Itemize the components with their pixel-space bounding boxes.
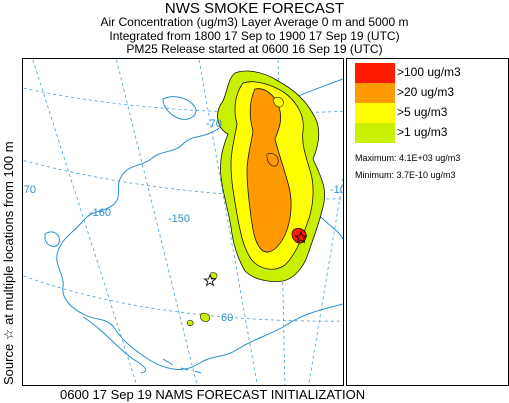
- plume-fragment: [266, 153, 279, 167]
- legend-panel: >100 ug/m3 >20 ug/m3 >5 ug/m3 >1 ug/m3 M…: [346, 58, 509, 386]
- forecast-title: NWS SMOKE FORECAST: [164, 0, 345, 17]
- legend-item: >100 ug/m3: [355, 63, 505, 83]
- maximum-value: Maximum: 4.1E+03 ug/m3: [355, 153, 461, 163]
- integration-period: Integrated from 1800 17 Sep to 1900 17 S…: [109, 29, 400, 43]
- peninsula-coast: [82, 316, 146, 374]
- source-markers: [203, 230, 308, 287]
- map-canvas: -170 -160 -150 -70 -100 60: [23, 59, 343, 385]
- smoke-plume: [217, 70, 326, 282]
- graticule-parallel-70: [23, 87, 343, 113]
- concentration-subtitle: Air Concentration (ug/m3) Layer Average …: [100, 15, 409, 29]
- legend-label: >100 ug/m3: [397, 65, 461, 79]
- legend-swatch: [355, 63, 395, 83]
- graticule-meridian-170: [32, 59, 138, 385]
- legend-swatch: [355, 123, 395, 143]
- minimum-value: Minimum: 3.7E-10 ug/m3: [355, 170, 456, 180]
- plume-fragment: [200, 312, 211, 322]
- source-star-marker: [294, 230, 308, 244]
- legend-swatch: [355, 103, 395, 123]
- graticule-labels: -170 -160 -150 -70 -100 60: [23, 118, 343, 324]
- legend-label: >5 ug/m3: [397, 105, 448, 119]
- plume-fragments: [187, 97, 284, 326]
- legend-item: >1 ug/m3: [355, 123, 505, 143]
- smoke-map: -170 -160 -150 -70 -100 60: [22, 58, 344, 386]
- arctic-island: [162, 96, 197, 120]
- alaska-coast: [56, 78, 343, 370]
- graticule-parallel-60: [23, 275, 343, 322]
- plume-fragment: [210, 272, 218, 279]
- plume-fragment: [187, 320, 194, 326]
- latitude-label: -70: [206, 118, 222, 130]
- legend-item: >20 ug/m3: [355, 83, 505, 103]
- longitude-label: -170: [23, 184, 36, 196]
- legend-item: >5 ug/m3: [355, 103, 505, 123]
- legend-swatch: [355, 83, 395, 103]
- longitude-label: -100: [330, 184, 343, 196]
- legend-label: >20 ug/m3: [397, 85, 455, 99]
- plume-contour-20: [246, 88, 292, 253]
- forecast-initialization: 0600 17 Sep 19 NAMS FORECAST INITIALIZAT…: [60, 387, 366, 402]
- legend-label: >1 ug/m3: [397, 125, 448, 139]
- graticule-meridian-150: [198, 59, 258, 385]
- release-start: PM25 Release started at 0600 16 Sep 19 (…: [126, 42, 383, 56]
- source-star-marker: [203, 273, 217, 287]
- latitude-label: 60: [221, 312, 233, 324]
- aleutian-islands: [162, 358, 202, 374]
- longitude-label: -160: [89, 207, 111, 219]
- longitude-label: -150: [168, 213, 190, 225]
- source-location-label: Source ☆ at multiple locations from 100 …: [1, 141, 16, 385]
- graticule-meridian-130: [308, 176, 343, 385]
- plume-fragment: [272, 97, 284, 108]
- st-lawrence-island: [44, 231, 60, 247]
